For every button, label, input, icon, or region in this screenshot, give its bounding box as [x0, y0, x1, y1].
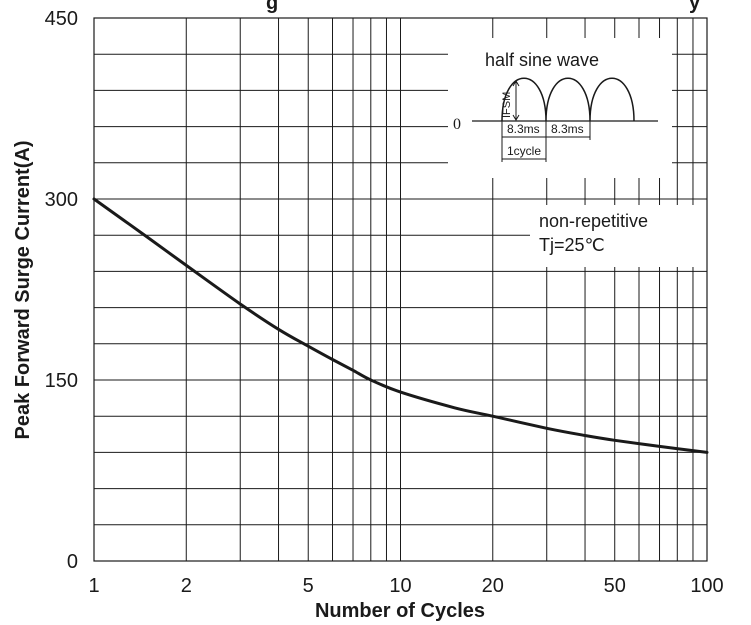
condition-note-background	[530, 205, 707, 267]
waveform-title: half sine wave	[485, 50, 599, 70]
x-tick-label: 2	[181, 575, 192, 597]
zero-label: 0	[453, 116, 461, 133]
ifsm-arrow-head-top	[512, 80, 520, 87]
x-tick-labels: 1 2 5 10 20 50 100	[88, 575, 723, 597]
condition-note: non-repetitive Tj=25℃	[539, 211, 648, 255]
period-label-2: 8.3ms	[551, 122, 584, 136]
inset-background	[448, 38, 707, 267]
x-tick-label: 20	[482, 575, 504, 597]
title-fragment: g	[266, 0, 278, 14]
title-fragment-tail: y	[689, 0, 701, 14]
x-tick-label: 100	[690, 575, 723, 597]
series-layer	[92, 197, 709, 454]
half-sine-wave	[501, 77, 635, 122]
x-tick-label: 5	[303, 575, 314, 597]
cycle-label: 1cycle	[507, 144, 541, 158]
y-tick-label: 300	[45, 189, 78, 211]
ifsm-label: IFSM	[501, 92, 513, 118]
ifsm-arrow-head-bottom	[512, 114, 520, 121]
x-tick-label: 1	[88, 575, 99, 597]
y-tick-label: 150	[45, 370, 78, 392]
y-axis-title: Peak Forward Surge Current(A)	[12, 141, 34, 440]
period-label-1: 8.3ms	[507, 122, 540, 136]
x-tick-label: 50	[604, 575, 626, 597]
y-tick-label: 0	[67, 551, 78, 573]
y-tick-label: 450	[45, 8, 78, 30]
series-line	[92, 197, 709, 454]
y-tick-labels: 0 150 300 450	[45, 8, 78, 573]
x-axis-title: Number of Cycles	[315, 600, 485, 622]
waveform-inset: half sine wave IFSM 0 8.3ms 8.3ms 1cycle	[453, 50, 658, 162]
plot-frame	[93, 17, 708, 562]
condition-line-2: Tj=25℃	[539, 235, 605, 255]
waveform-inset-background	[448, 38, 672, 178]
x-tick-label: 10	[389, 575, 411, 597]
condition-line-1: non-repetitive	[539, 211, 648, 231]
